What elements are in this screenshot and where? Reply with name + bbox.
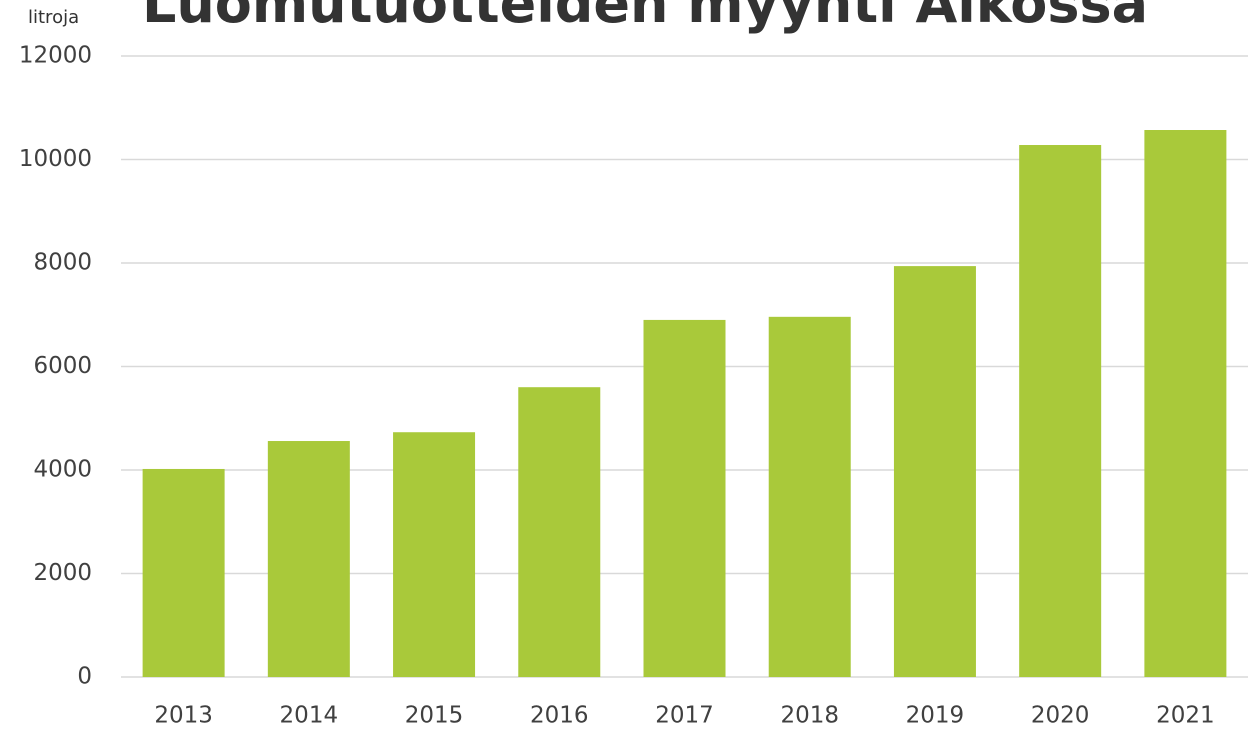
x-tick-label: 2017 (655, 703, 714, 729)
bar (643, 319, 726, 677)
y-tick-label: 4000 (33, 457, 92, 483)
bar (768, 316, 851, 677)
x-tick-label: 2019 (906, 703, 965, 729)
bar (1144, 130, 1227, 677)
bar (142, 468, 225, 677)
y-tick-label: 8000 (33, 250, 92, 276)
chart-title: Luomutuotteiden myynti Alkossa (142, 0, 1148, 35)
y-tick-label: 2000 (33, 560, 92, 586)
y-tick-label: 6000 (33, 353, 92, 379)
bar (893, 266, 976, 677)
x-tick-label: 2014 (280, 703, 339, 729)
x-tick-label: 2018 (780, 703, 839, 729)
y-axis-label: litroja (28, 7, 79, 28)
y-tick-label: 10000 (19, 146, 92, 172)
y-tick-label: 12000 (19, 43, 92, 69)
bar (518, 387, 601, 677)
x-tick-label: 2016 (530, 703, 589, 729)
bar (267, 441, 350, 677)
y-tick-label: 0 (77, 664, 92, 690)
bar (1019, 145, 1102, 677)
bar (393, 432, 476, 677)
x-tick-label: 2020 (1031, 703, 1090, 729)
x-tick-label: 2021 (1156, 703, 1215, 729)
x-tick-label: 2013 (154, 703, 213, 729)
x-tick-label: 2015 (405, 703, 464, 729)
